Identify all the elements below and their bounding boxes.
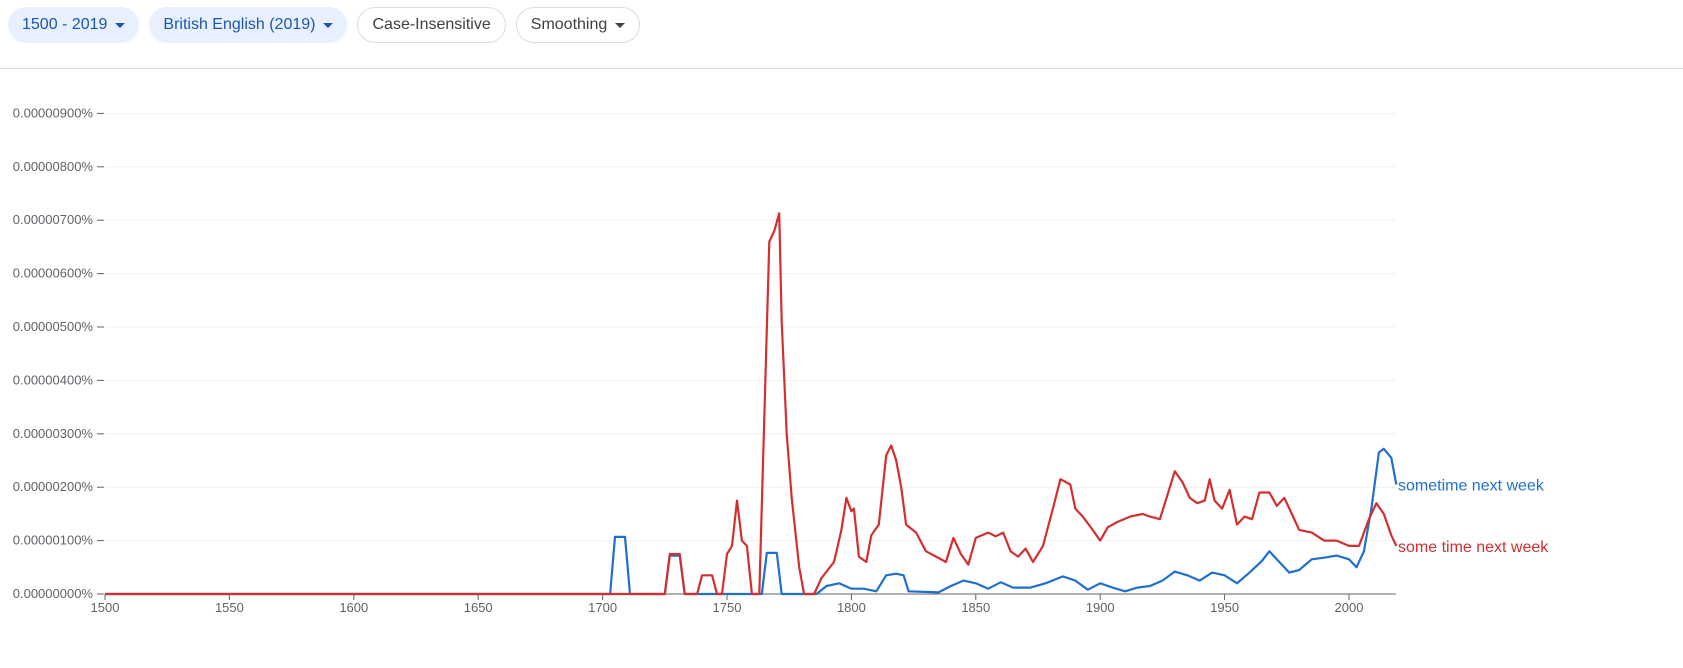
y-tick-label: 0.00000400%: [13, 372, 94, 387]
x-tick-label: 1850: [961, 600, 990, 615]
x-tick-label: 1650: [464, 600, 493, 615]
y-tick-label: 0.00000000%: [13, 586, 94, 601]
divider: [0, 68, 1683, 69]
y-tick-label: 0.00000900%: [13, 105, 94, 120]
series-label: sometime next week: [1398, 478, 1545, 495]
caret-down-icon: [115, 22, 126, 28]
year-range-label: 1500 - 2019: [22, 16, 108, 33]
filter-toolbar: 1500 - 2019 British English (2019) Case-…: [8, 7, 641, 43]
case-insensitive-toggle[interactable]: Case-Insensitive: [357, 7, 506, 43]
smoothing-dropdown[interactable]: Smoothing: [515, 7, 641, 43]
x-tick-label: 1500: [91, 600, 120, 615]
x-tick-label: 1750: [713, 600, 742, 615]
case-label: Case-Insensitive: [372, 16, 491, 33]
y-tick-label: 0.00000700%: [13, 212, 94, 227]
x-tick-label: 2000: [1335, 600, 1364, 615]
series-line-sometime-next-week: [105, 447, 1398, 596]
corpus-label: British English (2019): [163, 16, 316, 33]
y-tick-label: 0.00000800%: [13, 159, 94, 174]
x-tick-label: 1700: [588, 600, 617, 615]
y-tick-label: 0.00000100%: [13, 533, 94, 548]
corpus-dropdown[interactable]: British English (2019): [149, 7, 348, 43]
y-tick-label: 0.00000300%: [13, 426, 94, 441]
x-tick-label: 1950: [1210, 600, 1239, 615]
x-tick-label: 1550: [215, 600, 244, 615]
year-range-dropdown[interactable]: 1500 - 2019: [8, 7, 140, 43]
x-tick-label: 1800: [837, 600, 866, 615]
y-tick-label: 0.00000200%: [13, 479, 94, 494]
series-line-some-time-next-week: [105, 212, 1398, 596]
x-tick-label: 1900: [1086, 600, 1115, 615]
series-label: some time next week: [1398, 539, 1549, 556]
y-tick-label: 0.00000600%: [13, 266, 94, 281]
caret-down-icon: [615, 22, 626, 28]
y-tick-label: 0.00000500%: [13, 319, 94, 334]
x-tick-label: 1600: [339, 600, 368, 615]
caret-down-icon: [323, 22, 334, 28]
smoothing-label: Smoothing: [530, 16, 608, 33]
